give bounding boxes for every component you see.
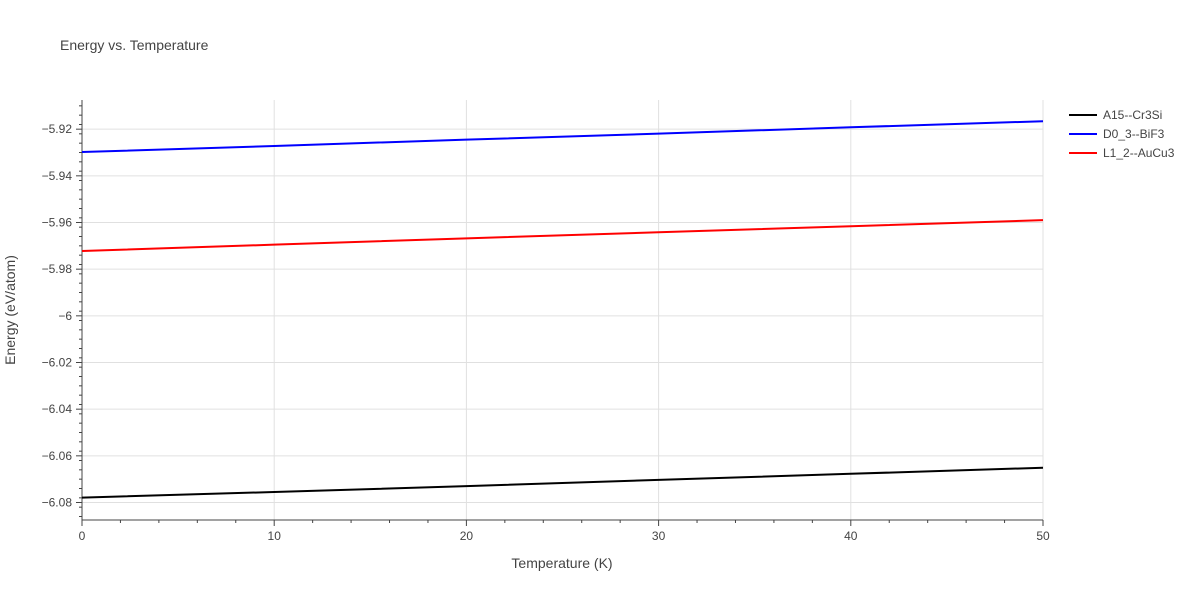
- y-tick-label: −6.08: [42, 496, 73, 510]
- y-axis-title: Energy (eV/atom): [2, 255, 18, 365]
- x-tick-label: 20: [460, 529, 474, 543]
- legend-item[interactable]: D0_3--BiF3: [1069, 127, 1165, 141]
- legend-label: A15--Cr3Si: [1103, 108, 1162, 122]
- legend-item[interactable]: L1_2--AuCu3: [1069, 146, 1175, 160]
- legend[interactable]: A15--Cr3Si D0_3--BiF3 L1_2--AuCu3: [1069, 108, 1175, 160]
- x-tick-label: 0: [79, 529, 86, 543]
- y-tick-label: −5.92: [42, 122, 73, 136]
- series-line-d0-3-bif3: [81, 120, 1044, 154]
- grid-lines: [82, 100, 1044, 520]
- y-axis-ticks: −5.92 −5.94 −5.96 −5.98 −6 −6.02 −6.04 −6.06 −6.…: [42, 105, 82, 517]
- x-tick-label: 30: [652, 529, 666, 543]
- x-tick-label: 40: [844, 529, 858, 543]
- x-axis-ticks: 0 10 20 30 40 50: [79, 520, 1050, 543]
- series-line-l1-2-aucu3: [81, 219, 1044, 252]
- x-tick-label: 10: [268, 529, 282, 543]
- legend-label: D0_3--BiF3: [1103, 127, 1165, 141]
- chart-title: Energy vs. Temperature: [60, 37, 209, 53]
- x-tick-label: 50: [1036, 529, 1050, 543]
- x-axis-title: Temperature (K): [511, 555, 612, 571]
- series-line-a15-cr3si: [81, 466, 1044, 499]
- y-tick-label: −6.04: [42, 402, 73, 416]
- legend-label: L1_2--AuCu3: [1103, 146, 1175, 160]
- axes: [81, 100, 1043, 521]
- y-tick-label: −6.06: [42, 449, 73, 463]
- legend-item[interactable]: A15--Cr3Si: [1069, 108, 1162, 122]
- y-tick-label: −6: [58, 309, 72, 323]
- y-tick-label: −5.94: [42, 169, 73, 183]
- series-lines: [81, 120, 1044, 499]
- y-tick-label: −6.02: [42, 356, 73, 370]
- y-tick-label: −5.98: [42, 262, 73, 276]
- y-tick-label: −5.96: [42, 216, 73, 230]
